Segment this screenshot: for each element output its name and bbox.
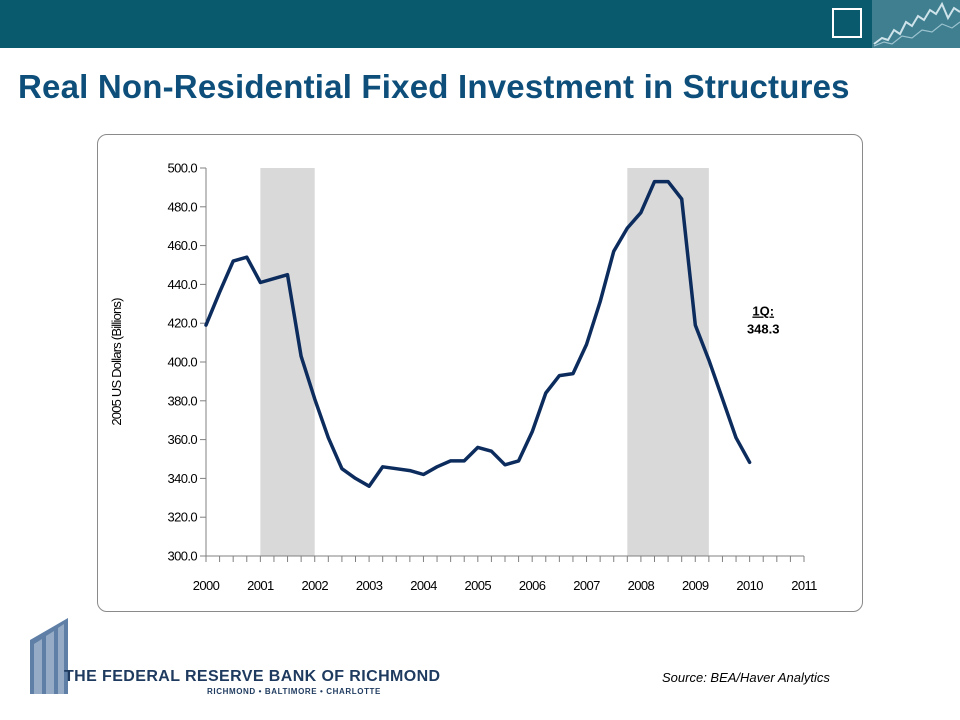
x-tick-label: 2001	[247, 578, 274, 593]
data-point	[680, 197, 683, 201]
y-axis-label: 2005 US Dollars (Billions)	[109, 298, 124, 426]
recession-band	[260, 168, 315, 556]
x-tick-label: 2008	[628, 578, 655, 593]
federal-reserve-building-logo	[30, 618, 68, 694]
x-tick-label: 2000	[193, 578, 220, 593]
data-point	[313, 397, 316, 401]
header-bar	[0, 0, 960, 48]
y-tick-label: 460.0	[167, 238, 197, 253]
source-note: Source: BEA/Haver Analytics	[662, 670, 830, 685]
x-tick-label: 2003	[356, 578, 383, 593]
data-point	[639, 211, 643, 214]
x-tick-label: 2007	[573, 578, 600, 593]
data-point	[748, 461, 751, 464]
data-point	[340, 467, 344, 470]
data-point	[231, 259, 235, 263]
data-point	[435, 465, 439, 468]
data-point	[558, 374, 561, 377]
data-point	[218, 290, 221, 294]
data-point	[449, 459, 452, 463]
data-point	[721, 397, 724, 401]
stock-chart-banner-icon	[872, 0, 960, 48]
data-point	[245, 256, 248, 259]
data-point	[707, 358, 711, 362]
data-point	[286, 273, 289, 276]
y-tick-label: 500.0	[167, 161, 197, 176]
chart-frame: 300.0 320.0 340.0 360.0 380.0 400.0 420.0 440.0…	[97, 134, 863, 612]
data-point	[598, 300, 602, 304]
y-tick-label: 340.0	[167, 471, 197, 486]
data-point	[367, 484, 371, 488]
x-tick-label: 2011	[791, 578, 817, 593]
data-point	[408, 469, 412, 472]
x-tick-label: 2005	[465, 578, 492, 593]
x-tick-label: 2002	[301, 578, 328, 593]
y-tick-label: 400.0	[167, 355, 197, 370]
data-point	[544, 391, 547, 395]
square-outline-icon	[832, 8, 862, 38]
data-point	[476, 446, 480, 449]
line-chart: 300.0 320.0 340.0 360.0 380.0 400.0 420.0 440.0…	[109, 161, 818, 594]
logo-wordmark: THE FEDERAL RESERVE BANK OF RICHMOND	[64, 668, 441, 685]
data-point	[204, 323, 208, 327]
data-point	[571, 372, 575, 375]
data-point	[272, 277, 276, 280]
y-tick-label: 320.0	[167, 510, 197, 525]
page-title: Real Non-Residential Fixed Investment in…	[18, 68, 850, 105]
annotation-value: 348.3	[747, 322, 780, 337]
y-tick-label: 420.0	[167, 316, 197, 331]
recession-band	[627, 168, 709, 556]
data-point	[503, 463, 507, 467]
data-point	[327, 436, 330, 439]
data-point	[530, 430, 534, 434]
y-tick-label: 300.0	[167, 549, 197, 564]
x-tick-label: 2006	[519, 578, 546, 593]
data-point	[734, 436, 738, 439]
data-point	[653, 180, 656, 183]
data-point	[354, 477, 357, 480]
data-point	[517, 459, 520, 463]
x-tick-label: 2010	[736, 578, 763, 593]
data-point	[666, 180, 670, 183]
y-tick-label: 440.0	[167, 277, 197, 292]
data-point	[463, 459, 466, 463]
annotation-label: 1Q:	[752, 304, 774, 319]
data-point	[259, 281, 262, 284]
data-point	[299, 354, 303, 358]
data-point	[694, 323, 697, 327]
x-tick-label: 2004	[410, 578, 437, 593]
data-point	[626, 226, 629, 230]
data-point	[490, 450, 493, 453]
data-point	[612, 250, 615, 253]
y-tick-label: 380.0	[167, 393, 197, 408]
data-point	[585, 343, 588, 346]
data-point	[422, 473, 425, 476]
data-point	[381, 465, 384, 468]
x-tick-label: 2009	[682, 578, 709, 593]
y-tick-label: 480.0	[167, 199, 197, 214]
logo-cities: RICHMOND • BALTIMORE • CHARLOTTE	[207, 687, 381, 696]
data-point	[395, 467, 398, 470]
y-tick-label: 360.0	[167, 432, 197, 447]
